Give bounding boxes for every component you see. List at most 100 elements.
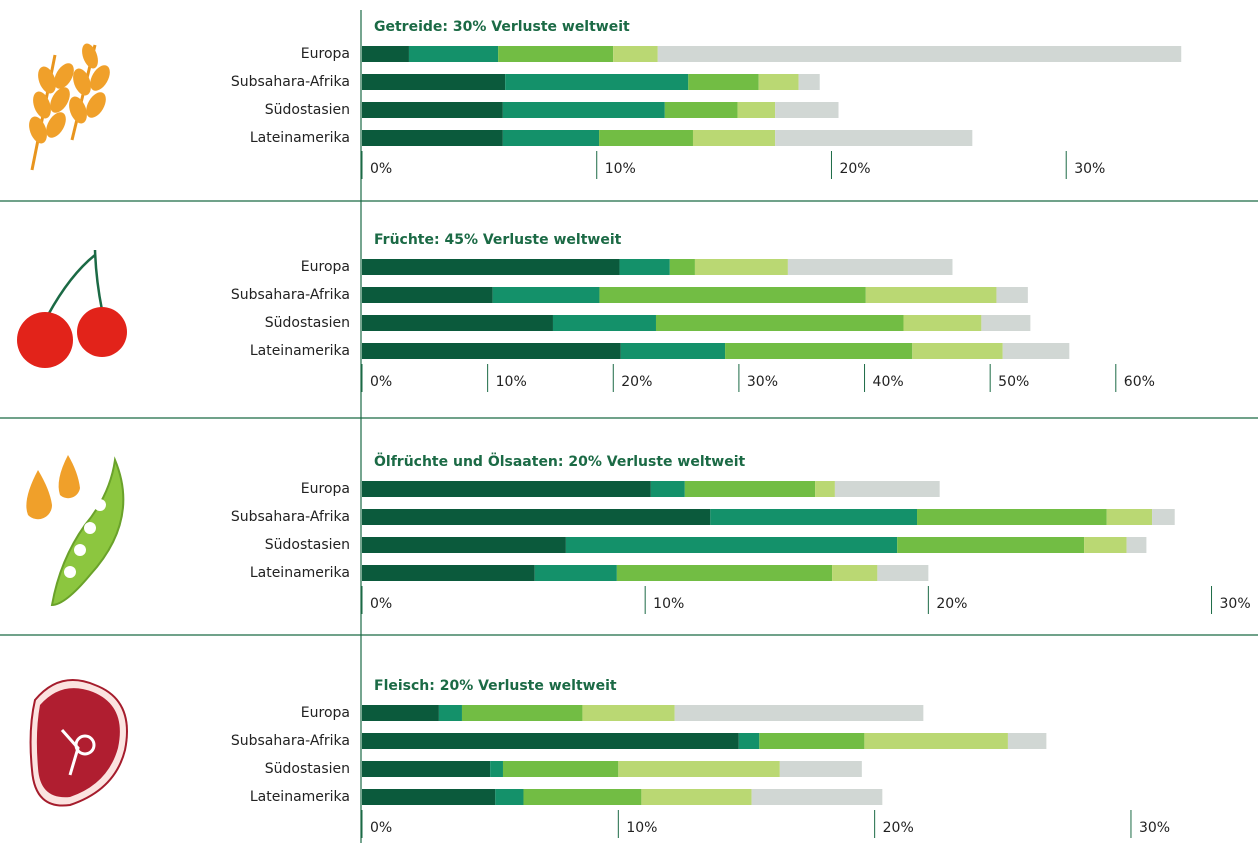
bar-segment xyxy=(1152,509,1175,525)
x-tick-label: 10% xyxy=(653,596,684,612)
bar-segment xyxy=(759,74,799,90)
x-tick-label: 30% xyxy=(1074,161,1105,177)
category-label: Lateinamerika xyxy=(250,565,350,581)
bar-segment xyxy=(620,259,670,275)
category-label: Europa xyxy=(301,46,350,62)
x-tick-label: 20% xyxy=(621,374,652,390)
bar-segment xyxy=(903,315,981,331)
bar-segment xyxy=(503,130,599,146)
x-tick-label: 50% xyxy=(998,374,1029,390)
bar-segment xyxy=(490,761,503,777)
x-tick-label: 20% xyxy=(883,820,914,836)
bar-segment xyxy=(409,46,498,62)
bar-segment xyxy=(725,343,912,359)
bar-segment xyxy=(738,102,776,118)
bar-segment xyxy=(495,789,523,805)
x-tick-label: 0% xyxy=(370,161,392,177)
bar-segment xyxy=(362,315,553,331)
x-tick-label: 60% xyxy=(1124,374,1155,390)
bar-segment xyxy=(362,481,651,497)
bar-segment xyxy=(685,481,815,497)
oil-pea-icon xyxy=(26,455,123,605)
bar-segment xyxy=(566,537,897,553)
bar-segment xyxy=(917,509,1107,525)
bar-segment xyxy=(658,46,1181,62)
x-tick-label: 10% xyxy=(626,820,657,836)
bar-segment xyxy=(362,343,621,359)
x-tick-label: 10% xyxy=(496,374,527,390)
bar-segment xyxy=(523,789,641,805)
bar-segment xyxy=(439,705,462,721)
bar-segment xyxy=(362,705,439,721)
category-label: Subsahara-Afrika xyxy=(231,733,350,749)
bar-segment xyxy=(815,481,835,497)
bar-segment xyxy=(775,102,838,118)
category-label: Lateinamerika xyxy=(250,343,350,359)
x-tick-label: 30% xyxy=(747,374,778,390)
bar-segment xyxy=(675,705,924,721)
bar-segment xyxy=(1003,343,1070,359)
cherry-icon xyxy=(17,250,127,368)
bar-segment xyxy=(866,287,997,303)
bar-segment xyxy=(641,789,751,805)
bar-segment xyxy=(775,130,972,146)
bar-segment xyxy=(877,565,928,581)
bar-segment xyxy=(362,537,566,553)
panel-title: Früchte: 45% Verluste weltweit xyxy=(374,232,622,248)
bar-segment xyxy=(695,259,788,275)
category-label: Europa xyxy=(301,259,350,275)
bar-segment xyxy=(362,287,493,303)
x-tick-label: 0% xyxy=(370,820,392,836)
bar-segment xyxy=(362,46,409,62)
bar-segment xyxy=(613,46,658,62)
panel-title: Ölfrüchte und Ölsaaten: 20% Verluste wel… xyxy=(374,452,746,470)
bar-segment xyxy=(362,259,620,275)
bar-segment xyxy=(618,761,779,777)
bar-segment xyxy=(582,705,674,721)
x-tick-label: 0% xyxy=(370,596,392,612)
bar-segment xyxy=(897,537,1084,553)
category-label: Europa xyxy=(301,705,350,721)
bar-segment xyxy=(617,565,832,581)
x-tick-label: 30% xyxy=(1220,596,1251,612)
bar-segment xyxy=(362,130,503,146)
bar-segment xyxy=(535,565,617,581)
bar-segment xyxy=(498,46,613,62)
bar-segment xyxy=(788,259,953,275)
category-label: Südostasien xyxy=(265,537,350,553)
bar-segment xyxy=(1107,509,1152,525)
bar-segment xyxy=(665,102,738,118)
bar-segment xyxy=(832,565,877,581)
bar-segment xyxy=(981,315,1030,331)
x-tick-label: 40% xyxy=(873,374,904,390)
bar-segment xyxy=(780,761,862,777)
bar-segment xyxy=(752,789,883,805)
panel-title: Getreide: 30% Verluste weltweit xyxy=(374,19,630,35)
bar-segment xyxy=(362,74,505,90)
category-label: Europa xyxy=(301,481,350,497)
bar-segment xyxy=(553,315,656,331)
bar-segment xyxy=(362,565,535,581)
bar-segment xyxy=(670,259,695,275)
bar-segment xyxy=(693,130,775,146)
bar-segment xyxy=(621,343,725,359)
bar-segment xyxy=(362,789,495,805)
bar-segment xyxy=(503,102,665,118)
bar-segment xyxy=(651,481,685,497)
bar-segment xyxy=(710,509,917,525)
bar-segment xyxy=(362,102,503,118)
bar-segment xyxy=(599,130,693,146)
bar-segment xyxy=(912,343,1002,359)
x-tick-label: 0% xyxy=(370,374,392,390)
bar-segment xyxy=(503,761,618,777)
bar-segment xyxy=(493,287,600,303)
bar-segment xyxy=(362,733,739,749)
panel-title: Fleisch: 20% Verluste weltweit xyxy=(374,678,617,694)
x-tick-label: 30% xyxy=(1139,820,1170,836)
bar-segment xyxy=(864,733,1008,749)
meat-icon xyxy=(31,680,127,806)
category-label: Subsahara-Afrika xyxy=(231,287,350,303)
category-label: Subsahara-Afrika xyxy=(231,74,350,90)
x-tick-label: 20% xyxy=(839,161,870,177)
bar-segment xyxy=(688,74,758,90)
